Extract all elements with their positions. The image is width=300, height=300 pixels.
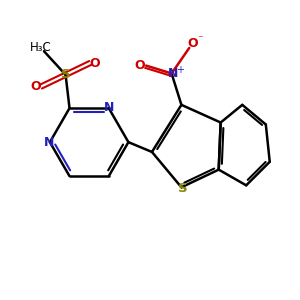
Text: S: S <box>178 182 187 195</box>
Text: O: O <box>135 59 146 72</box>
Text: N: N <box>103 101 114 114</box>
Text: N: N <box>167 67 178 80</box>
Text: O: O <box>90 56 100 70</box>
Text: O: O <box>31 80 41 93</box>
Text: ⁻: ⁻ <box>197 34 203 44</box>
Text: S: S <box>61 68 70 81</box>
Text: +: + <box>176 64 184 74</box>
Text: H₃C: H₃C <box>30 41 52 54</box>
Text: N: N <box>44 136 54 148</box>
Text: O: O <box>188 38 199 50</box>
